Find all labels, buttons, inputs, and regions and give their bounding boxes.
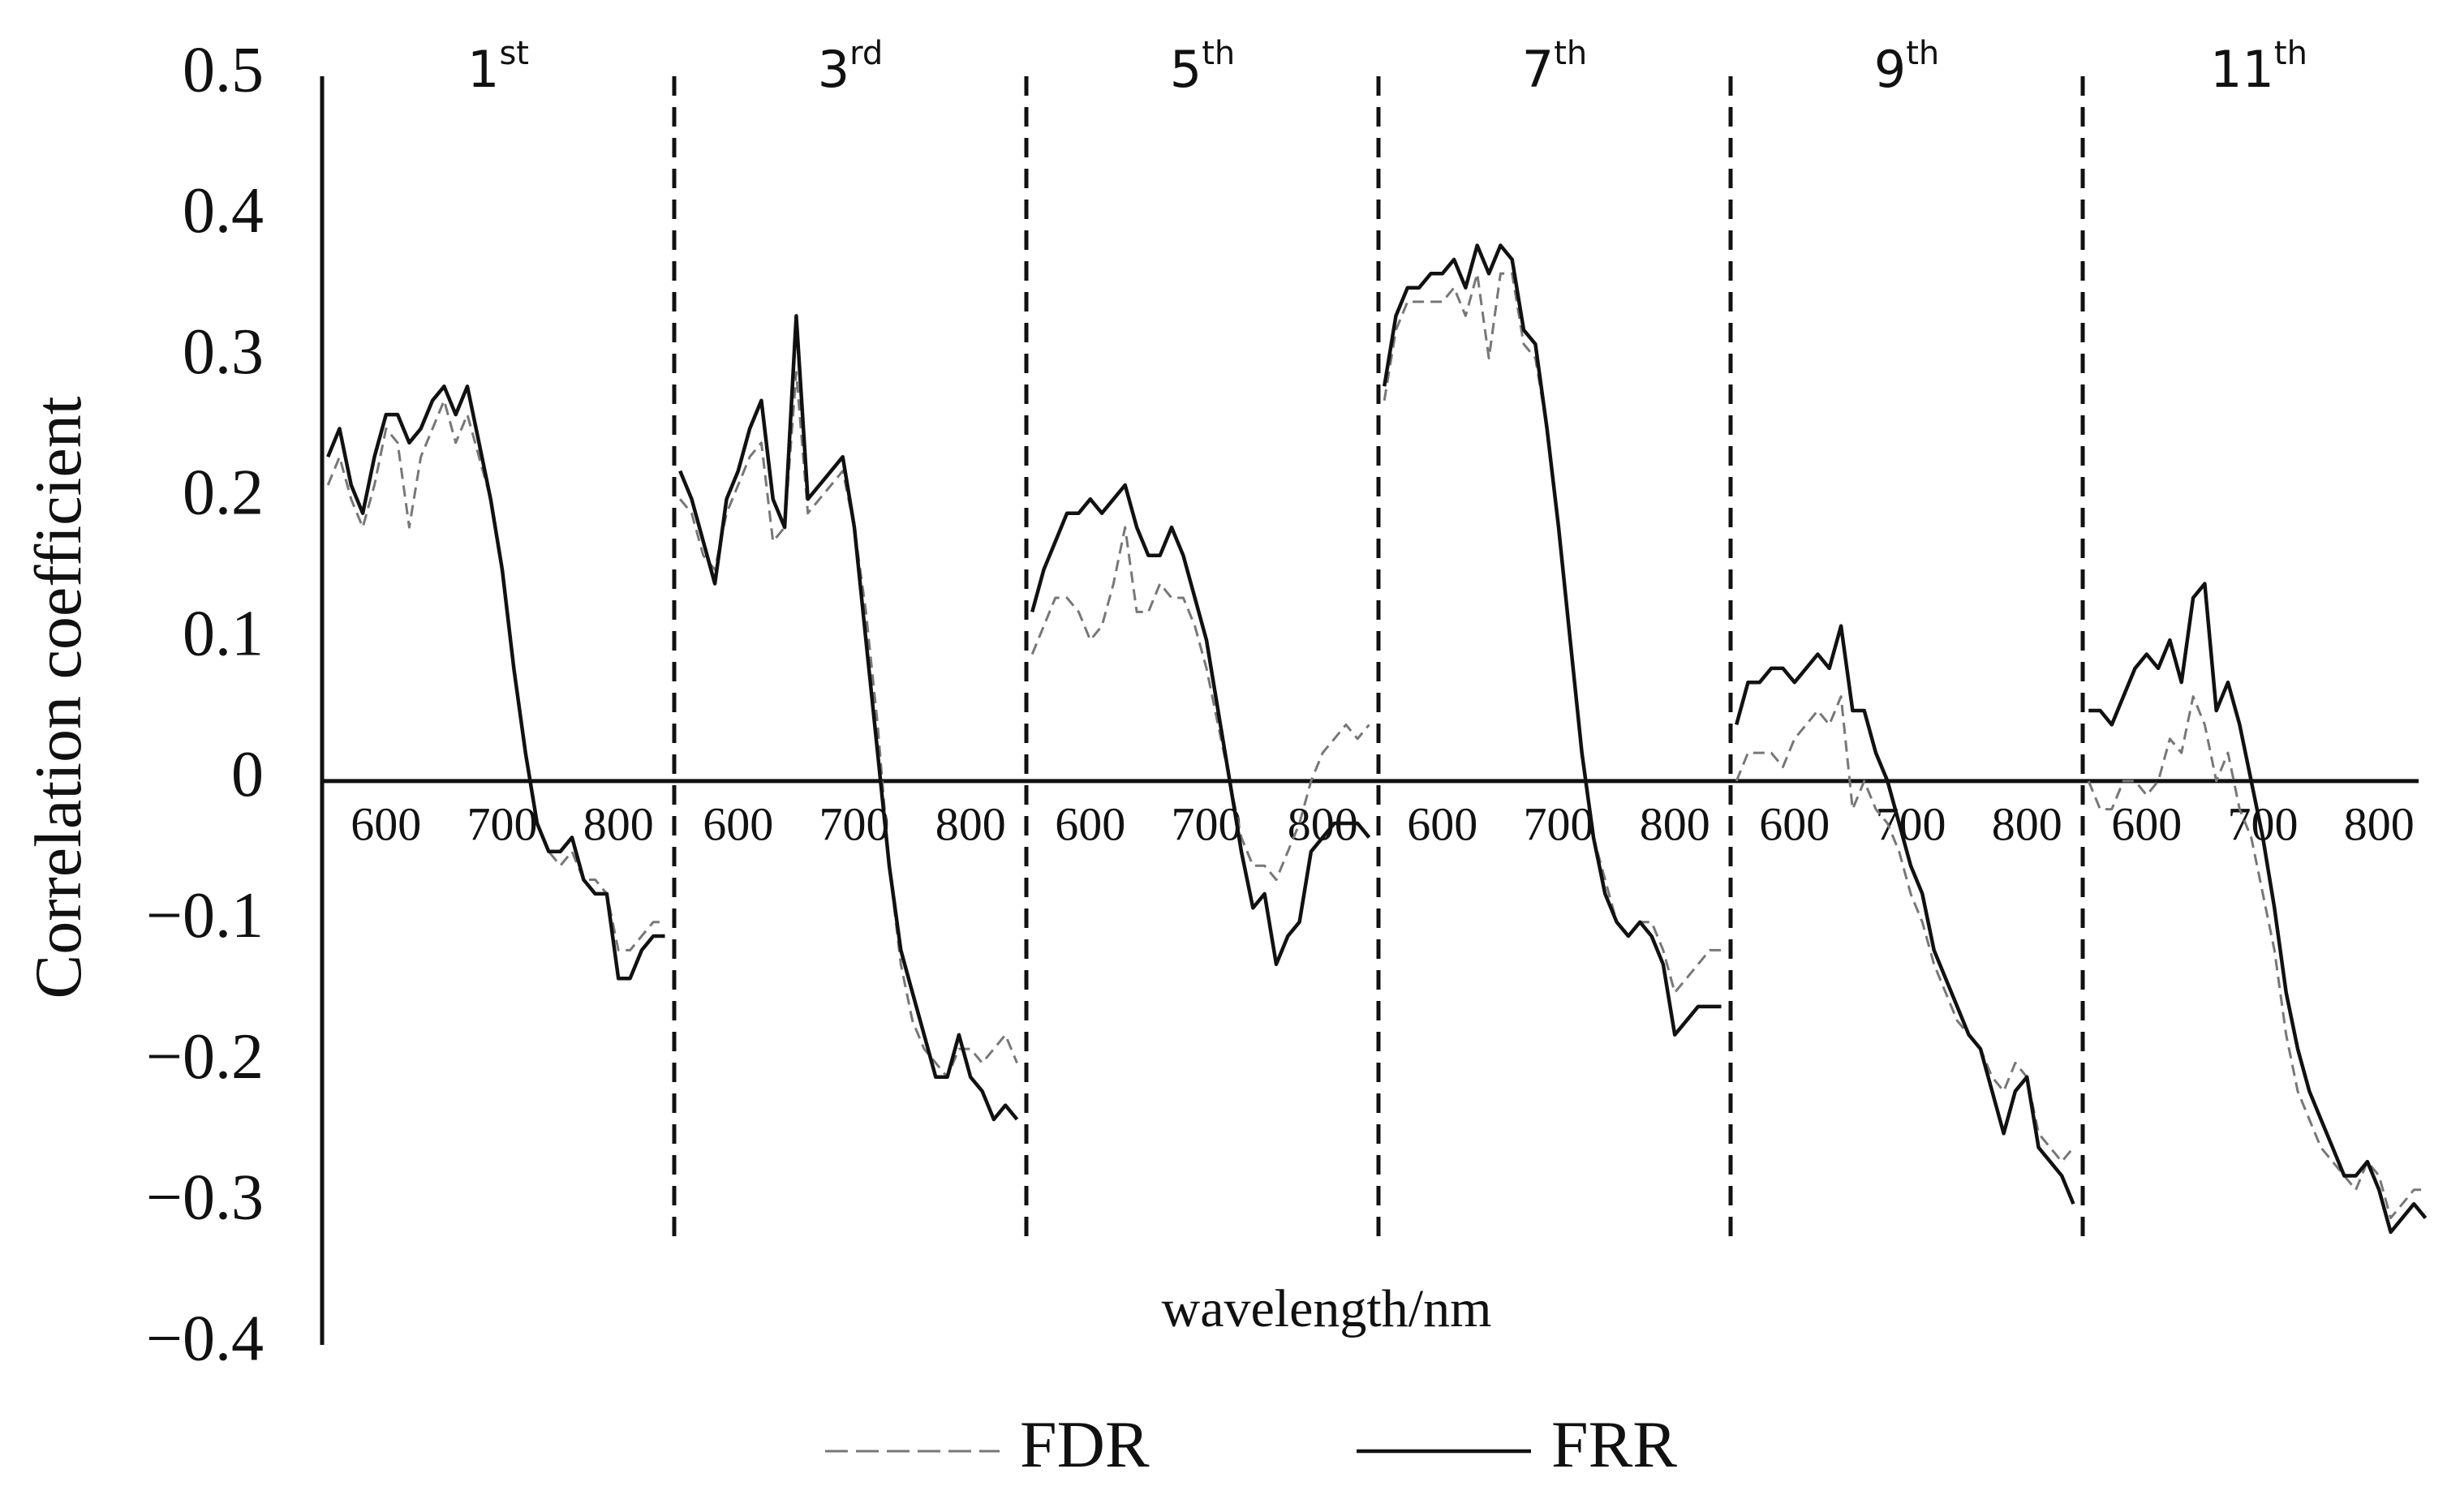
x-tick-label: 700 — [1876, 797, 1946, 850]
series-line — [1030, 483, 1371, 967]
x-tick-label: 800 — [1640, 797, 1710, 850]
panel-label: 5th — [1170, 35, 1236, 99]
panel-label: 9th — [1874, 35, 1940, 99]
panel-label-number: 7 — [1522, 40, 1554, 99]
panel-label: 3rd — [818, 35, 884, 99]
series-line — [1382, 243, 1722, 1037]
y-tick-label: −0.4 — [146, 1303, 264, 1374]
panel-label-number: 5 — [1170, 40, 1202, 99]
series-line — [326, 384, 665, 981]
x-tick-label: 700 — [467, 797, 538, 850]
y-tick-label: 0.2 — [183, 457, 264, 529]
panel-label: 11th — [2210, 35, 2307, 99]
panel-label-number: 11 — [2210, 40, 2274, 99]
x-tick-label: 800 — [935, 797, 1006, 850]
legend-label: FRR — [1551, 1407, 1677, 1481]
series-line — [326, 399, 665, 951]
panel-label-number: 3 — [818, 40, 849, 99]
y-tick-label: −0.1 — [146, 880, 264, 951]
panel-label-suffix: st — [499, 35, 529, 72]
x-tick-label: 700 — [1524, 797, 1594, 850]
series-line — [2087, 695, 2426, 1220]
series-line — [1735, 624, 2075, 1205]
panel-label-suffix: th — [2274, 35, 2307, 72]
y-tick-label: −0.3 — [146, 1162, 264, 1234]
y-tick-label: 0.5 — [183, 34, 264, 105]
x-tick-label: 700 — [1172, 797, 1242, 850]
panel-label: 1st — [467, 35, 529, 99]
x-axis-label: wavelength/nm — [1162, 1279, 1492, 1338]
y-tick-label: 0.4 — [183, 175, 264, 247]
y-tick-label: −0.2 — [146, 1021, 264, 1093]
series-line — [2088, 582, 2428, 1235]
series-line — [1735, 695, 2075, 1163]
x-tick-label: 700 — [819, 797, 890, 850]
series-line — [1030, 526, 1370, 881]
y-axis-label: Correlation coefficient — [21, 396, 95, 999]
panel-label-suffix: th — [1554, 35, 1587, 72]
y-tick-label: 0.3 — [183, 316, 264, 388]
x-tick-label: 800 — [1992, 797, 2062, 850]
y-tick-label: 0.1 — [183, 598, 264, 669]
series-line — [679, 371, 1018, 1079]
panel-label-suffix: th — [1906, 35, 1939, 72]
x-tick-label: 800 — [583, 797, 654, 850]
x-tick-label: 600 — [2111, 797, 2182, 850]
x-tick-label: 600 — [703, 797, 773, 850]
panel-label: 7th — [1522, 35, 1588, 99]
y-tick-label: 0 — [231, 739, 264, 810]
series-line — [1383, 272, 1722, 994]
panel-label-number: 1 — [467, 40, 499, 99]
x-tick-label: 600 — [1407, 797, 1477, 850]
panel-label-suffix: rd — [849, 35, 883, 72]
x-tick-label: 600 — [351, 797, 421, 850]
panel-label-number: 9 — [1874, 40, 1906, 99]
x-tick-label: 800 — [2344, 797, 2415, 850]
x-tick-label: 600 — [1759, 797, 1830, 850]
panel-label-suffix: th — [1202, 35, 1235, 72]
series-line — [678, 314, 1019, 1122]
x-tick-label: 600 — [1055, 797, 1125, 850]
legend-label: FDR — [1020, 1407, 1150, 1481]
